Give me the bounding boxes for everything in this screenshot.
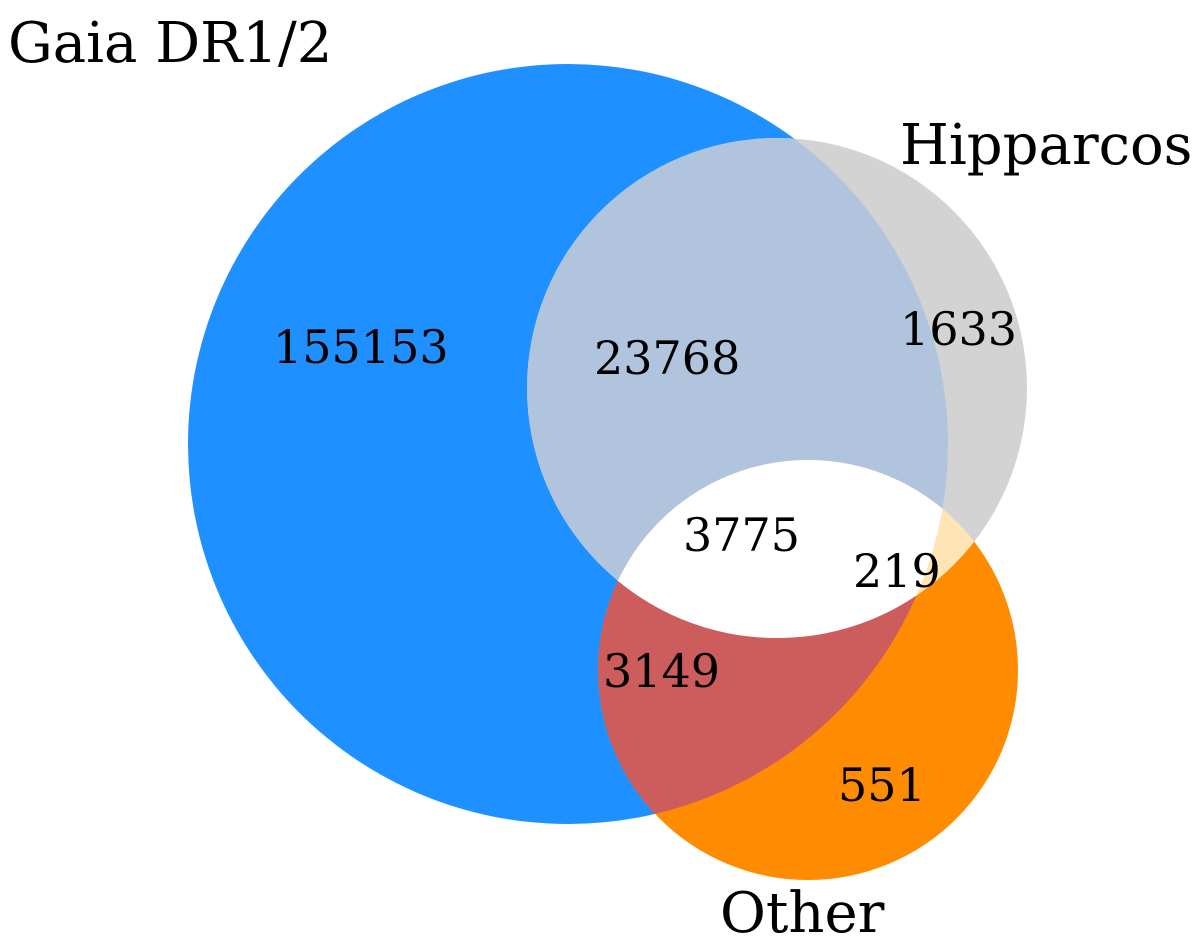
- other-set-label: Other: [720, 881, 885, 946]
- gaia-hipparcos-count: 23768: [594, 331, 740, 385]
- hipparcos-other-count: 219: [853, 544, 941, 598]
- all-three-count: 3775: [683, 508, 800, 562]
- gaia-other-count: 3149: [603, 644, 720, 698]
- other-only-count: 551: [838, 758, 926, 812]
- all-three-overlap: [598, 460, 948, 638]
- hipparcos-set-label: Hipparcos: [900, 113, 1192, 178]
- gaia-set-label: Gaia DR1/2: [8, 11, 332, 76]
- gaia-only-count: 155153: [273, 320, 449, 374]
- hipparcos-only-count: 1633: [900, 302, 1017, 356]
